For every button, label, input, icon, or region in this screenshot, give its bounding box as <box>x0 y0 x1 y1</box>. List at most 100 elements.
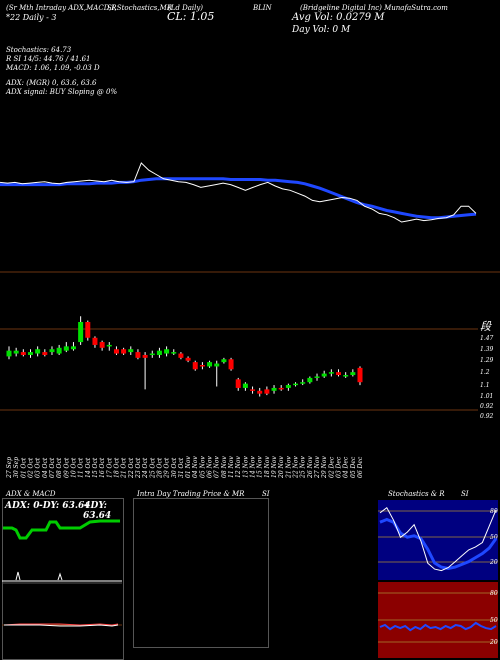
price-axis-tick: 1.1 <box>480 382 490 389</box>
date-tick-label: 20 Nov <box>278 456 285 479</box>
date-tick-label: 22 Oct <box>128 457 135 479</box>
date-tick-label: 11 Nov <box>228 456 235 478</box>
price-line <box>0 162 477 223</box>
candle-up <box>78 322 84 343</box>
adx-readout: ADX: (MGR) 0, 63.6, 63.6 <box>6 79 97 87</box>
date-tick-label: 06 Nov <box>207 456 214 478</box>
candle-down <box>121 349 127 354</box>
date-tick-label: 15 Nov <box>257 456 264 478</box>
candle-up <box>149 353 155 356</box>
header-company: (Bridgeline Digital Inc) MunafaSutra.com <box>300 4 448 12</box>
candle-down <box>178 353 184 358</box>
header-period: *22 Daily - 3 <box>6 13 57 22</box>
date-tick-label: 30 Sep <box>13 457 20 478</box>
date-tick-label: 28 Oct <box>156 457 163 479</box>
adx-green-line <box>3 519 120 540</box>
date-tick-label: 01 Nov <box>185 456 192 478</box>
candle-down <box>264 389 270 394</box>
date-tick-label: 17 Oct <box>106 457 113 478</box>
stoch-axis-tick: 50 <box>490 534 498 541</box>
date-tick-label: 18 Oct <box>113 457 120 478</box>
intraday-panel <box>133 498 269 648</box>
candle-up <box>128 349 134 353</box>
candle-down <box>278 387 284 390</box>
main-price-chart: 27 Sep 30 Sep 01 Oct 02 Oct 03 Oct 04 Oct 07 O… <box>0 162 500 479</box>
adx-signal-readout: ADX signal: BUY Sloping @ 0% <box>6 88 118 96</box>
date-tick-label: 04 Nov <box>192 456 199 478</box>
adx-panel-title: ADX & MACD <box>6 490 56 498</box>
header-title-mid: (Ld Daily) <box>168 4 204 12</box>
date-tick-label: 30 Oct <box>171 457 178 478</box>
candle-down <box>336 372 342 376</box>
date-tick-label: 05 Dec <box>350 456 357 478</box>
candle-up <box>164 349 170 354</box>
candle-up <box>314 376 320 378</box>
candle-down <box>228 359 234 370</box>
date-tick-label: 04 Oct <box>42 457 49 478</box>
candle-up <box>293 383 299 386</box>
candle-up <box>321 373 327 377</box>
date-tick-label: 18 Nov <box>264 456 271 478</box>
candle-up <box>6 350 12 357</box>
date-tick-label: 10 Oct <box>70 457 77 478</box>
candle-up <box>27 352 33 355</box>
date-tick-label: 09 Oct <box>63 457 70 478</box>
macd-line <box>4 624 119 627</box>
date-tick-label: 01 Oct <box>20 457 27 478</box>
date-tick-label: 08 Nov <box>221 456 228 478</box>
candle-down <box>142 354 148 358</box>
candle-up <box>49 349 55 353</box>
stoch-axis-tick: 80 <box>490 508 498 515</box>
adx-spike-1 <box>15 571 21 581</box>
price-axis-tick: 0.92 <box>480 413 494 420</box>
adx-value: ADX: 0 <box>5 501 40 511</box>
stoch-signal-line <box>379 517 498 571</box>
macd-readout: MACD: 1.06, 1.09, -0.03 D <box>6 64 100 72</box>
candle-down <box>42 352 48 355</box>
minus-dy-value: -DY: 63.64 <box>39 501 91 511</box>
date-tick-label: 07 Nov <box>214 456 221 478</box>
candle-down <box>250 389 256 391</box>
date-tick-label: 11 Oct <box>78 457 85 478</box>
date-tick-label: 27 Sep <box>6 457 13 479</box>
date-tick-label: 27 Nov <box>314 456 321 479</box>
date-tick-label: 21 Oct <box>121 457 128 479</box>
date-tick-label: 25 Oct <box>149 457 156 479</box>
candle-up <box>221 359 227 363</box>
candle-down <box>357 367 363 383</box>
date-tick-label: 15 Oct <box>92 457 99 478</box>
candle-up <box>328 372 334 374</box>
candle-up <box>350 372 356 376</box>
date-tick-label: 08 Oct <box>56 457 63 478</box>
date-tick-label: 22 Nov <box>293 456 300 479</box>
candle-down <box>113 349 119 354</box>
rsi-readout: R SI 14/5: 44.76 / 41.61 <box>6 55 91 63</box>
candle-down <box>192 362 198 370</box>
candle-down <box>135 352 141 358</box>
date-tick-label: 03 Oct <box>35 457 42 478</box>
date-tick-label: 29 Oct <box>164 457 171 479</box>
stochastics-readout: Stochastics: 64.73 <box>6 46 72 54</box>
stoch-axis-tick: 20 <box>489 559 498 566</box>
date-tick-label: 24 Oct <box>142 457 149 479</box>
candle-up <box>271 387 277 391</box>
date-tick-label: 13 Nov <box>242 456 249 478</box>
price-axis-tick: 1.01 <box>480 393 493 400</box>
candle-up <box>307 377 313 383</box>
stoch-panel-title: Stochastics & R <box>388 490 445 498</box>
price-axis-tick: 1.29 <box>480 357 494 364</box>
date-tick-label: 16 Oct <box>99 457 106 478</box>
candle-up <box>285 385 291 388</box>
day-volume-label: Day Vol: 0 M <box>292 25 351 35</box>
price-axis-tick: 0.92 <box>480 403 494 410</box>
candle-down <box>185 357 191 361</box>
date-tick-label: 06 Dec <box>357 456 364 478</box>
candle-down <box>85 322 91 338</box>
header-title-left: (Sr Mth Intraday ADX,MACD,R <box>6 4 117 12</box>
date-tick-label: 26 Nov <box>307 456 314 479</box>
rsi-axis-tick: 20 <box>489 639 498 646</box>
price-axis-tick: 1.39 <box>480 346 494 353</box>
date-tick-label: 07 Oct <box>49 457 56 478</box>
date-tick-label: 03 Dec <box>336 456 343 478</box>
